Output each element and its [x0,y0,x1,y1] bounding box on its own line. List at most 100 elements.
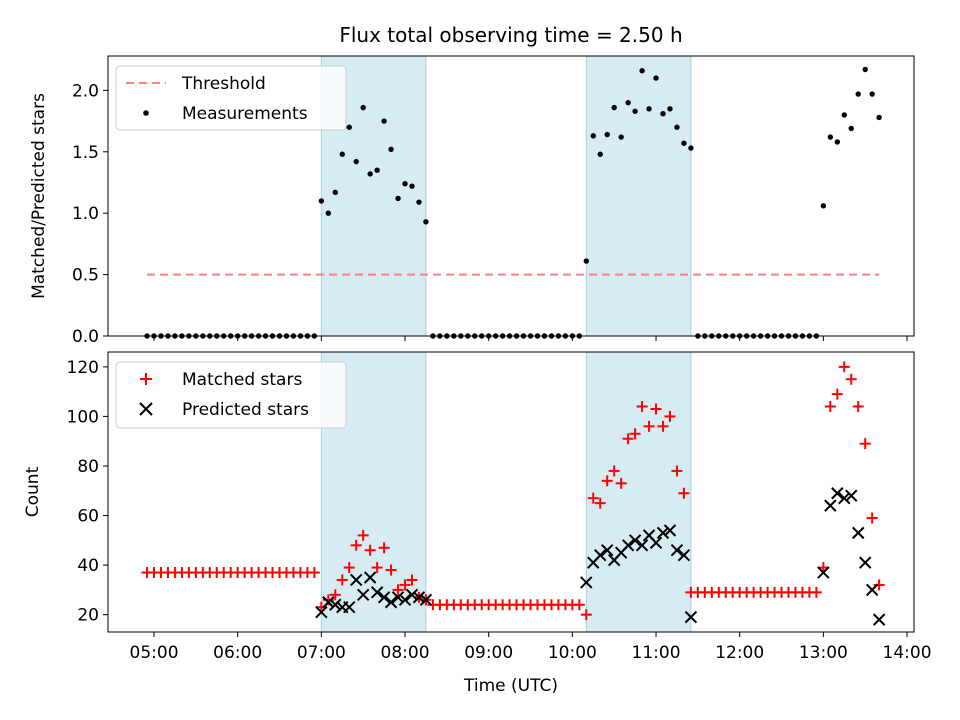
predicted-legend-swatch [139,402,153,416]
matched-star-point [336,574,348,586]
ratio-panel: 0.00.51.01.52.0 Matched/Predicted stars … [29,55,915,347]
count-plot-frame [107,351,915,633]
matched-legend-swatch [140,373,152,385]
x-bar [580,576,593,589]
measurement-point [325,210,332,216]
measurement-point [820,203,827,209]
observing-window [585,55,692,337]
predicted-star-point [865,583,879,597]
y-tick-label: 1.0 [72,204,99,224]
matched-star-point [378,542,390,554]
matched-star-point [594,497,606,509]
predicted-star-point [384,596,398,609]
x-tick-label: 12:00 [715,643,764,663]
x-tick-label: 08:00 [381,643,430,663]
x-bar [322,596,335,609]
x-bar [684,610,698,624]
y-tick-label: 20 [77,606,99,626]
predicted-star-point [838,491,851,505]
count-x-ticks: 05:00 06:00 07:00 08:00 09:00 10:00 11:00 12:00… [130,632,932,663]
x-tick-label: 06:00 [213,643,262,663]
matched-star-point [343,562,355,574]
chart-title: Flux total observing time = 2.50 h [339,23,682,47]
matched-star-point [399,579,411,591]
measurement-point [639,68,645,74]
predicted-star-point [580,576,593,589]
predicted-star-point [845,489,858,502]
x-bar [356,588,370,602]
predicted-star-point [343,601,356,614]
measurement-point [332,189,338,196]
matched-star-point [636,401,648,413]
measurement-point [590,133,596,139]
predicted-star-point [817,566,830,579]
measurement-point [681,140,687,146]
x-bar [845,489,858,502]
measurement-point [597,151,603,157]
y-tick-label: 2.0 [72,81,99,101]
x-bar [858,556,872,569]
predicted-star-point [684,610,698,624]
y-tick-label: 1.5 [72,143,99,163]
predicted-star-point [677,548,691,562]
x-bar [817,566,830,579]
predicted-star-point [831,487,844,500]
matched-star-point [643,420,655,432]
matched-star-point [329,589,341,601]
y-tick-label: 0.0 [72,327,99,347]
matched-star-point [615,477,627,489]
measurement-point [423,219,429,225]
x-tick-label: 05:00 [130,643,179,663]
x-bar [363,571,377,584]
measurement-point [388,146,394,153]
x-bar [412,591,426,604]
matched-star-point [838,361,850,373]
x-bar [350,573,363,587]
x-bar [601,544,614,557]
predicted-star-point [329,598,342,611]
predicted-star-point [663,524,677,537]
x-bar [831,487,844,500]
predicted-star-point [852,526,865,540]
predicted-star-point [594,548,607,562]
predicted-star-point [412,591,426,604]
measurement-point [827,134,834,140]
x-bar [670,544,684,557]
x-bar [872,613,886,626]
matched-star-point [678,487,690,499]
x-bar [824,499,837,512]
count-legend-box [115,361,347,429]
matched-star-point [608,465,620,477]
predicted-star-point [601,544,614,557]
matched-star-point [845,373,857,385]
measurement-point [646,106,652,112]
predicted-star-point [370,586,384,599]
measurement-point [660,111,666,117]
measurement-point [876,114,882,121]
measurement-point [416,199,422,205]
matched-star-point [657,420,669,432]
predicted-star-point [405,588,419,602]
threshold-legend-label: Threshold [181,74,266,94]
x-bar [391,591,405,604]
matched-star-point [580,609,592,621]
measurement-point [625,99,631,106]
predicted-star-point [872,613,886,626]
predicted-star-point [635,539,649,552]
y-tick-label: 100 [67,407,99,427]
x-bar [642,529,656,542]
x-bar [370,586,384,599]
measurement-point [855,91,861,97]
ratio-plot-frame [107,55,915,337]
x-bar [628,534,642,547]
matched-legend-label: Matched stars [182,370,302,390]
measurement-point [688,145,694,151]
predicted-star-point [315,605,328,619]
measurement-point [346,124,352,130]
predicted-star-point [350,573,363,587]
measurement-point [360,104,366,111]
matched-star-point [664,410,676,422]
matched-star-point [350,539,362,551]
x-bar [398,593,412,606]
